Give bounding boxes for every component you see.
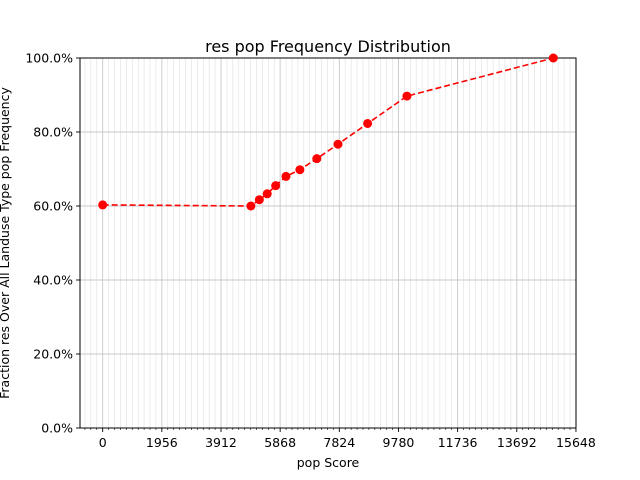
x-axis-label: pop Score <box>297 455 360 470</box>
y-tick-label: 60.0% <box>33 199 73 214</box>
data-point <box>295 165 305 175</box>
y-tick-label: 0.0% <box>41 421 73 436</box>
chart-title: res pop Frequency Distribution <box>205 37 451 56</box>
x-tick-label: 1956 <box>146 435 178 450</box>
y-tick-label: 80.0% <box>33 125 73 140</box>
y-tick-label: 100.0% <box>25 51 73 66</box>
data-point <box>262 189 272 199</box>
data-point <box>363 118 373 128</box>
data-point <box>333 139 343 149</box>
series <box>98 53 558 211</box>
data-point <box>548 53 558 63</box>
data-point <box>281 171 291 181</box>
x-tick-label: 7824 <box>323 435 355 450</box>
data-point <box>402 91 412 101</box>
plot-frame <box>79 57 577 429</box>
x-tick-label: 11736 <box>438 435 478 450</box>
x-tick-label: 13692 <box>497 435 537 450</box>
x-tick-label: 0 <box>99 435 107 450</box>
data-point <box>254 195 264 205</box>
x-tick-label: 3912 <box>205 435 237 450</box>
y-tick-label: 40.0% <box>33 273 73 288</box>
x-tick-label: 5868 <box>264 435 296 450</box>
y-axis-label: Fraction res Over All Landuse Type pop F… <box>0 87 12 399</box>
data-point <box>246 201 256 211</box>
x-tick-label: 9780 <box>383 435 415 450</box>
data-point <box>312 154 322 164</box>
ticks: 0 1956 3912 5868 7824 9780 11736 13692 15648 0.0%… <box>25 51 596 451</box>
y-tick-label: 20.0% <box>33 347 73 362</box>
data-point <box>98 200 108 210</box>
x-tick-label: 15648 <box>556 435 596 450</box>
data-point <box>271 181 281 191</box>
